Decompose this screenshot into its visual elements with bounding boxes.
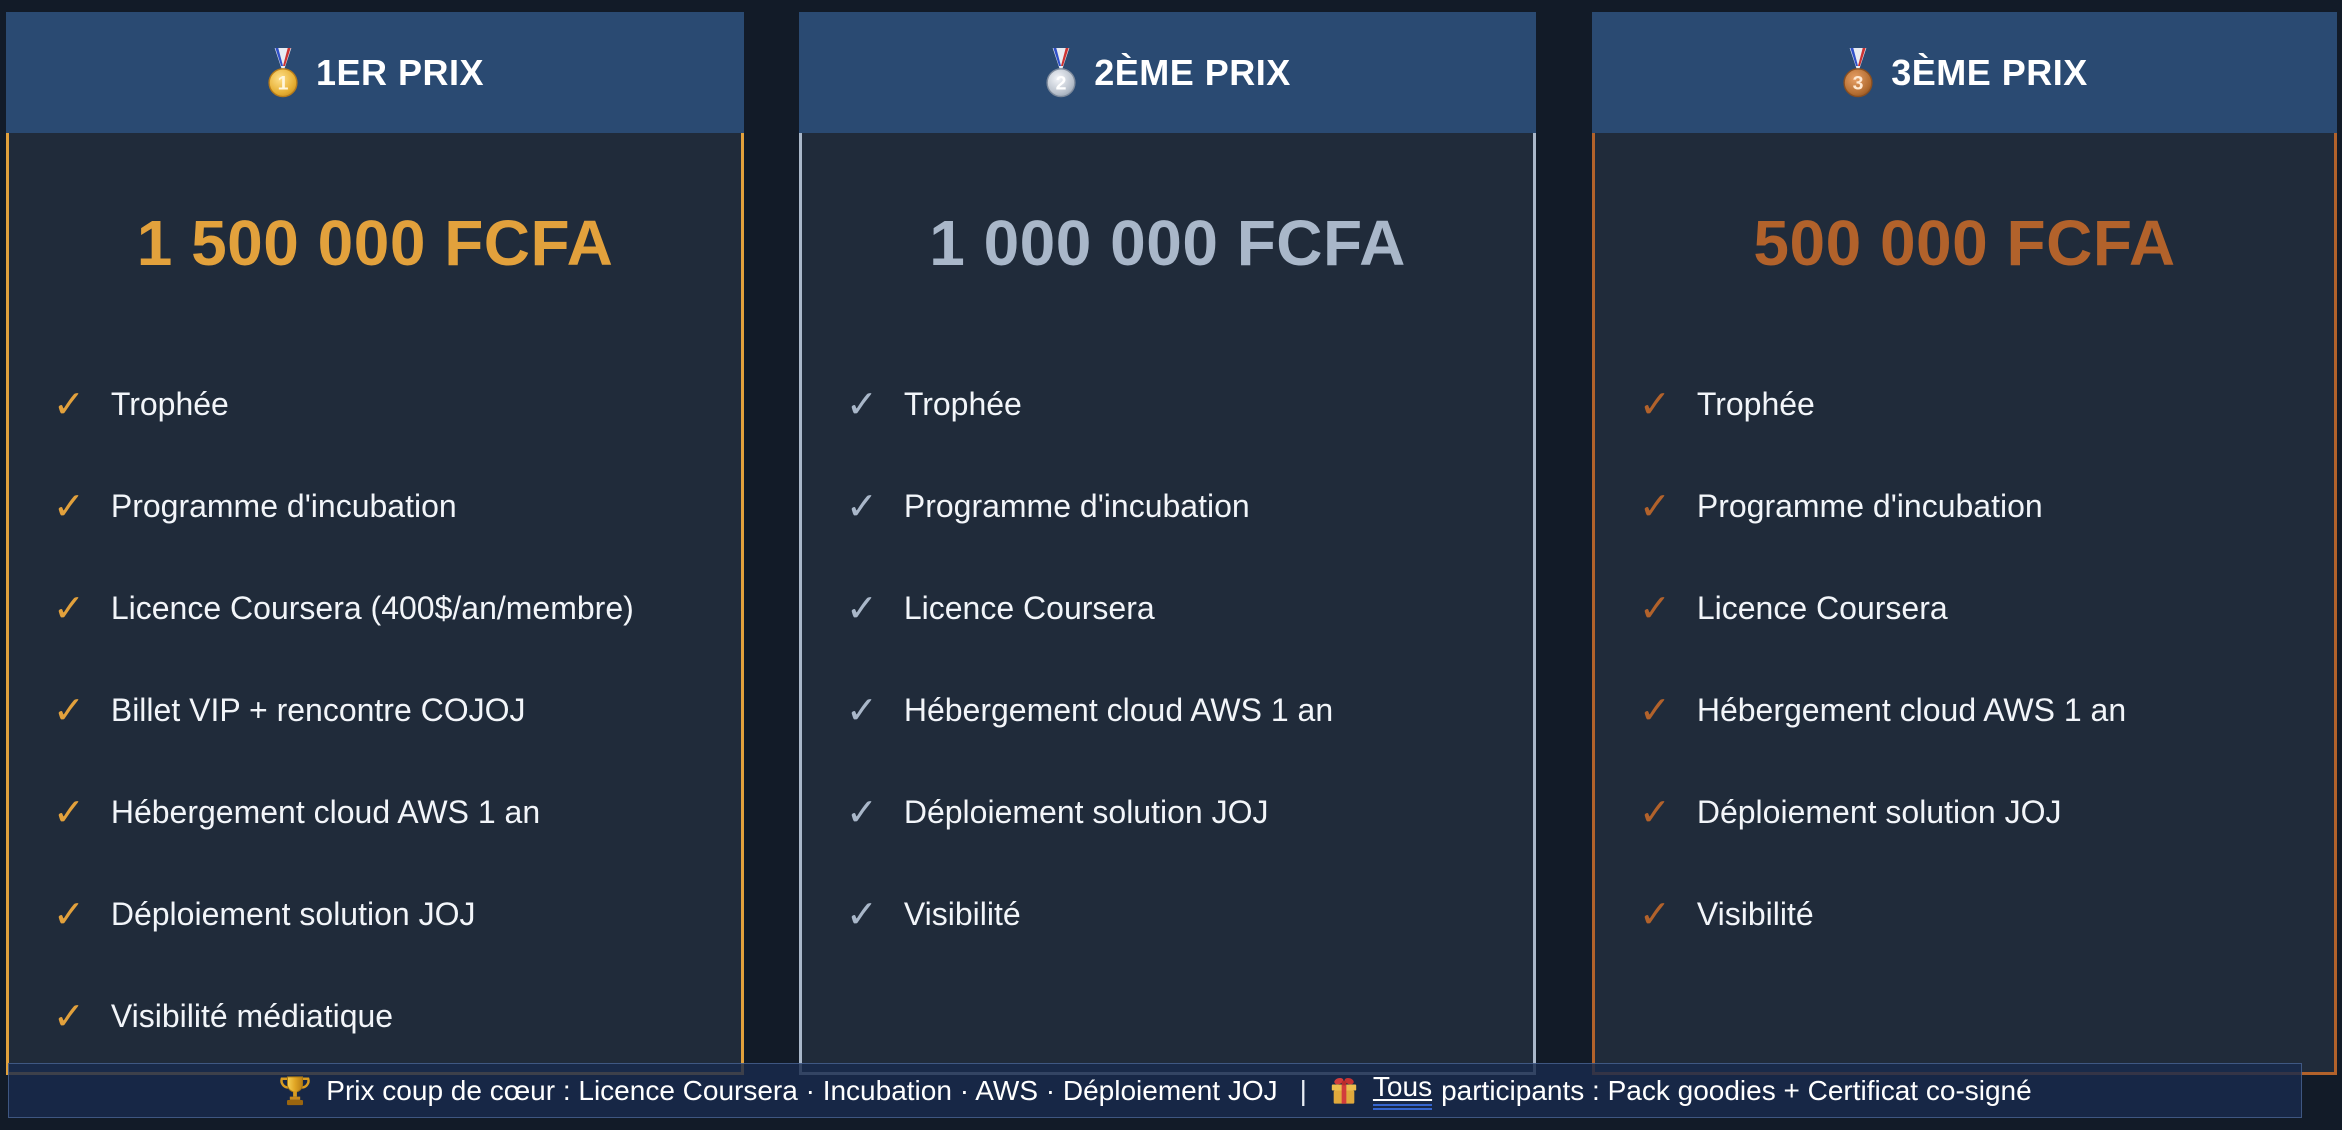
check-icon: ✓	[1639, 484, 1671, 528]
prize-card-first: 1 1ER PRIX 1 500 000 FCFA ✓ Trophée ✓ Prog…	[6, 12, 744, 1075]
check-icon: ✓	[846, 586, 878, 630]
benefit-label: Trophée	[903, 385, 1022, 422]
benefit-label: Visibilité médiatique	[110, 997, 394, 1034]
card-body: 1 000 000 FCFA ✓ Trophée ✓ Programme d'inc…	[799, 133, 1536, 1075]
check-icon: ✓	[1639, 382, 1671, 426]
participants-rest-text: participants : Pack goodies + Certificat…	[1441, 1074, 2032, 1106]
svg-text:2: 2	[1056, 72, 1067, 94]
check-icon: ✓	[1639, 790, 1671, 834]
prize-amount: 1 000 000 FCFA	[929, 207, 1406, 279]
card-body: 1 500 000 FCFA ✓ Trophée ✓ Programme d'inc…	[6, 133, 744, 1075]
list-item: ✓ Visibilité	[1639, 863, 2304, 965]
silver-medal-icon: 2	[1044, 47, 1078, 98]
check-icon: ✓	[53, 892, 85, 936]
check-icon: ✓	[846, 484, 878, 528]
benefit-label: Hébergement cloud AWS 1 an	[110, 793, 541, 830]
benefit-label: Programme d'incubation	[1696, 487, 2043, 524]
list-item: ✓ Déploiement solution JOJ	[53, 863, 711, 965]
list-item: ✓ Visibilité médiatique	[53, 965, 711, 1067]
bronze-medal-icon: 3	[1841, 47, 1875, 98]
gift-icon	[1329, 1076, 1359, 1106]
list-item: ✓ Programme d'incubation	[53, 455, 711, 557]
benefit-label: Hébergement cloud AWS 1 an	[903, 691, 1334, 728]
list-item: ✓ Déploiement solution JOJ	[1639, 761, 2304, 863]
card-header-second: 2 2ÈME PRIX	[799, 12, 1536, 133]
benefit-label: Visibilité	[903, 895, 1021, 932]
list-item: ✓ Licence Coursera	[1639, 557, 2304, 659]
list-item: ✓ Programme d'incubation	[1639, 455, 2304, 557]
list-item: ✓ Hébergement cloud AWS 1 an	[53, 761, 711, 863]
list-item: ✓ Hébergement cloud AWS 1 an	[1639, 659, 2304, 761]
benefit-label: Trophée	[110, 385, 229, 422]
list-item: ✓ Trophée	[846, 353, 1503, 455]
check-icon: ✓	[846, 892, 878, 936]
benefit-label: Déploiement solution JOJ	[110, 895, 476, 932]
check-icon: ✓	[1639, 892, 1671, 936]
list-item: ✓ Déploiement solution JOJ	[846, 761, 1503, 863]
benefit-label: Billet VIP + rencontre COJOJ	[110, 691, 526, 728]
list-item: ✓ Trophée	[53, 353, 711, 455]
benefit-label: Programme d'incubation	[110, 487, 457, 524]
check-icon: ✓	[53, 994, 85, 1038]
check-icon: ✓	[1639, 586, 1671, 630]
check-icon: ✓	[53, 484, 85, 528]
card-header-first: 1 1ER PRIX	[6, 12, 744, 133]
benefit-label: Visibilité	[1696, 895, 1814, 932]
list-item: ✓ Programme d'incubation	[846, 455, 1503, 557]
check-icon: ✓	[846, 688, 878, 732]
check-icon: ✓	[846, 382, 878, 426]
footer-separator: |	[1299, 1074, 1307, 1106]
participants-lead-text: Tous	[1372, 1071, 1433, 1110]
benefit-label: Licence Coursera (400$/an/membre)	[110, 589, 634, 626]
trophy-icon	[278, 1075, 312, 1107]
prize-amount: 500 000 FCFA	[1753, 207, 2176, 279]
benefit-label: Programme d'incubation	[903, 487, 1250, 524]
benefit-label: Licence Coursera	[903, 589, 1155, 626]
gold-medal-icon: 1	[266, 47, 300, 98]
check-icon: ✓	[53, 586, 85, 630]
list-item: ✓ Visibilité	[846, 863, 1503, 965]
list-item: ✓ Billet VIP + rencontre COJOJ	[53, 659, 711, 761]
check-icon: ✓	[53, 382, 85, 426]
benefit-label: Déploiement solution JOJ	[1696, 793, 2062, 830]
rank-title: 1ER PRIX	[315, 51, 485, 93]
prize-card-third: 3 3ÈME PRIX 500 000 FCFA ✓ Trophée ✓ Progr…	[1592, 12, 2337, 1075]
prize-amount: 1 500 000 FCFA	[136, 207, 614, 279]
prize-card-second: 2 2ÈME PRIX 1 000 000 FCFA ✓ Trophée ✓ Pro…	[799, 12, 1536, 1075]
check-icon: ✓	[53, 790, 85, 834]
list-item: ✓ Hébergement cloud AWS 1 an	[846, 659, 1503, 761]
benefit-label: Trophée	[1696, 385, 1815, 422]
list-item: ✓ Licence Coursera (400$/an/membre)	[53, 557, 711, 659]
benefit-list: ✓ Trophée ✓ Programme d'incubation ✓ Licenc…	[9, 353, 741, 1067]
card-header-third: 3 3ÈME PRIX	[1592, 12, 2337, 133]
benefit-list: ✓ Trophée ✓ Programme d'incubation ✓ Licenc…	[802, 353, 1533, 965]
check-icon: ✓	[846, 790, 878, 834]
check-icon: ✓	[53, 688, 85, 732]
check-icon: ✓	[1639, 688, 1671, 732]
footer-note-bar: Prix coup de cœur : Licence Coursera · I…	[8, 1063, 2302, 1118]
list-item: ✓ Licence Coursera	[846, 557, 1503, 659]
benefit-label: Hébergement cloud AWS 1 an	[1696, 691, 2127, 728]
list-item: ✓ Trophée	[1639, 353, 2304, 455]
benefit-label: Déploiement solution JOJ	[903, 793, 1269, 830]
benefit-label: Licence Coursera	[1696, 589, 1948, 626]
svg-text:1: 1	[278, 72, 289, 94]
rank-title: 3ÈME PRIX	[1891, 51, 2088, 93]
svg-text:3: 3	[1853, 72, 1864, 94]
rank-title: 2ÈME PRIX	[1094, 51, 1291, 93]
special-prize-text: Prix coup de cœur : Licence Coursera · I…	[326, 1074, 1278, 1106]
card-body: 500 000 FCFA ✓ Trophée ✓ Programme d'incub…	[1592, 133, 2337, 1075]
benefit-list: ✓ Trophée ✓ Programme d'incubation ✓ Licenc…	[1595, 353, 2334, 965]
